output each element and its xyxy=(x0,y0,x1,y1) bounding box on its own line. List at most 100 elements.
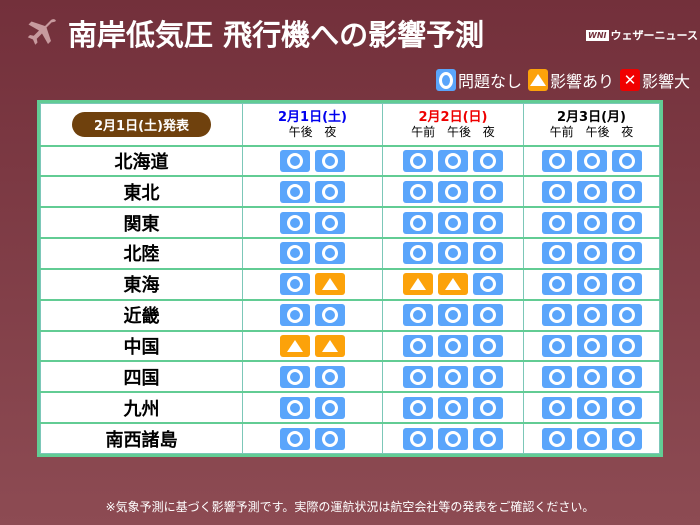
day-cell xyxy=(382,267,524,301)
ok-circle-icon xyxy=(541,334,572,357)
ok-circle-icon xyxy=(438,304,468,327)
ok-circle-icon xyxy=(576,427,607,450)
region-name: 北海道 xyxy=(40,144,243,177)
day-cell xyxy=(523,360,660,393)
day-cell xyxy=(382,298,524,332)
severe-cross-icon xyxy=(619,69,640,91)
ok-circle-icon xyxy=(280,180,310,203)
ok-circle-icon xyxy=(438,396,468,419)
day-cell xyxy=(242,206,383,239)
ok-circle-icon xyxy=(473,334,503,357)
ok-circle-icon xyxy=(438,427,468,450)
ok-circle-icon xyxy=(438,211,468,234)
ok-circle-icon xyxy=(473,211,503,234)
day-cell xyxy=(242,298,383,332)
table-row: 北陸 xyxy=(40,237,660,270)
legend-ok: 問題なし xyxy=(435,68,522,92)
day-cell xyxy=(242,175,383,208)
day-cell xyxy=(382,206,524,239)
day-cell xyxy=(242,237,383,270)
ok-circle-icon xyxy=(541,242,572,265)
ok-circle-icon xyxy=(473,273,503,296)
region-name: 北陸 xyxy=(40,237,243,270)
ok-circle-icon xyxy=(576,334,607,357)
day-cell xyxy=(523,175,660,208)
day-cell xyxy=(382,422,524,455)
day-cell xyxy=(382,237,524,270)
ok-circle-icon xyxy=(403,304,433,327)
ok-circle-icon xyxy=(438,242,468,265)
legend-severe: 影響大 xyxy=(619,68,690,92)
ok-circle-icon xyxy=(541,211,572,234)
ok-circle-icon xyxy=(576,242,607,265)
day-cell xyxy=(382,360,524,393)
day-cell xyxy=(523,391,660,424)
time-slots: 午前 午後 夜 xyxy=(549,124,634,139)
ok-circle-icon xyxy=(315,149,345,172)
ok-circle-icon xyxy=(473,427,503,450)
ok-circle-icon xyxy=(280,427,310,450)
ok-circle-icon xyxy=(611,396,642,419)
region-name: 南西諸島 xyxy=(40,422,243,455)
issued-badge: 2月1日(土)発表 xyxy=(72,111,211,137)
table-row: 近畿 xyxy=(40,298,660,332)
ok-circle-icon xyxy=(315,211,345,234)
ok-circle-icon xyxy=(280,396,310,419)
time-slots: 午前 午後 夜 xyxy=(411,124,495,139)
ok-circle-icon xyxy=(315,427,345,450)
day-label: 2月1日(土) xyxy=(278,109,347,125)
ok-circle-icon xyxy=(576,396,607,419)
ok-circle-icon xyxy=(611,149,642,172)
ok-circle-icon xyxy=(280,304,310,327)
ok-circle-icon xyxy=(280,211,310,234)
ok-circle-icon xyxy=(541,427,572,450)
ok-circle-icon xyxy=(403,365,433,388)
day-cell xyxy=(242,144,383,177)
ok-circle-icon xyxy=(541,180,572,203)
ok-circle-icon xyxy=(403,180,433,203)
day-cell xyxy=(382,329,524,362)
day-cell xyxy=(523,329,660,362)
ok-circle-icon xyxy=(473,180,503,203)
day-header: 2月3日(月) 午前 午後 夜 xyxy=(523,103,660,146)
day-label: 2月3日(月) xyxy=(557,109,626,125)
ok-circle-icon xyxy=(576,273,607,296)
ok-circle-icon xyxy=(541,396,572,419)
ok-circle-icon xyxy=(611,180,642,203)
ok-circle-icon xyxy=(403,211,433,234)
region-name: 近畿 xyxy=(40,298,243,332)
caution-triangle-icon xyxy=(280,334,310,357)
legend-label: 問題なし xyxy=(457,72,522,91)
footnote: ※気象予測に基づく影響予測です。実際の運航状況は航空会社等の発表をご確認ください… xyxy=(105,500,595,514)
legend: 問題なし 影響あり 影響大 xyxy=(435,68,690,92)
day-cell xyxy=(242,329,383,362)
day-cell xyxy=(523,144,660,177)
legend-label: 影響あり xyxy=(549,72,614,91)
table-row: 北海道 xyxy=(40,144,660,177)
table-row: 中国 xyxy=(40,329,660,362)
ok-circle-icon xyxy=(611,242,642,265)
ok-circle-icon xyxy=(438,180,468,203)
ok-circle-icon xyxy=(403,427,433,450)
page-title: 南岸低気圧 飛行機への影響予測 xyxy=(68,18,485,52)
ok-circle-icon xyxy=(403,334,433,357)
ok-circle-icon xyxy=(541,149,572,172)
region-name: 東北 xyxy=(40,175,243,208)
ok-circle-icon xyxy=(611,304,642,327)
ok-circle-icon xyxy=(473,396,503,419)
ok-circle-icon xyxy=(280,273,310,296)
ok-circle-icon xyxy=(438,149,468,172)
region-name: 九州 xyxy=(40,391,243,424)
table-row: 東北 xyxy=(40,175,660,208)
ok-circle-icon xyxy=(541,365,572,388)
ok-circle-icon xyxy=(473,304,503,327)
airplane-icon xyxy=(27,19,56,45)
ok-circle-icon xyxy=(315,242,345,265)
ok-circle-icon xyxy=(576,211,607,234)
day-cell xyxy=(523,267,660,301)
day-cell xyxy=(242,422,383,455)
issued-cell: 2月1日(土)発表 xyxy=(40,103,243,146)
day-label: 2月2日(日) xyxy=(418,109,488,125)
ok-circle-icon xyxy=(473,242,503,265)
forecast-table: 2月1日(土)発表 2月1日(土) 午後 夜 2月2日(日) 午前 午後 夜 2月3日(… xyxy=(37,100,663,457)
